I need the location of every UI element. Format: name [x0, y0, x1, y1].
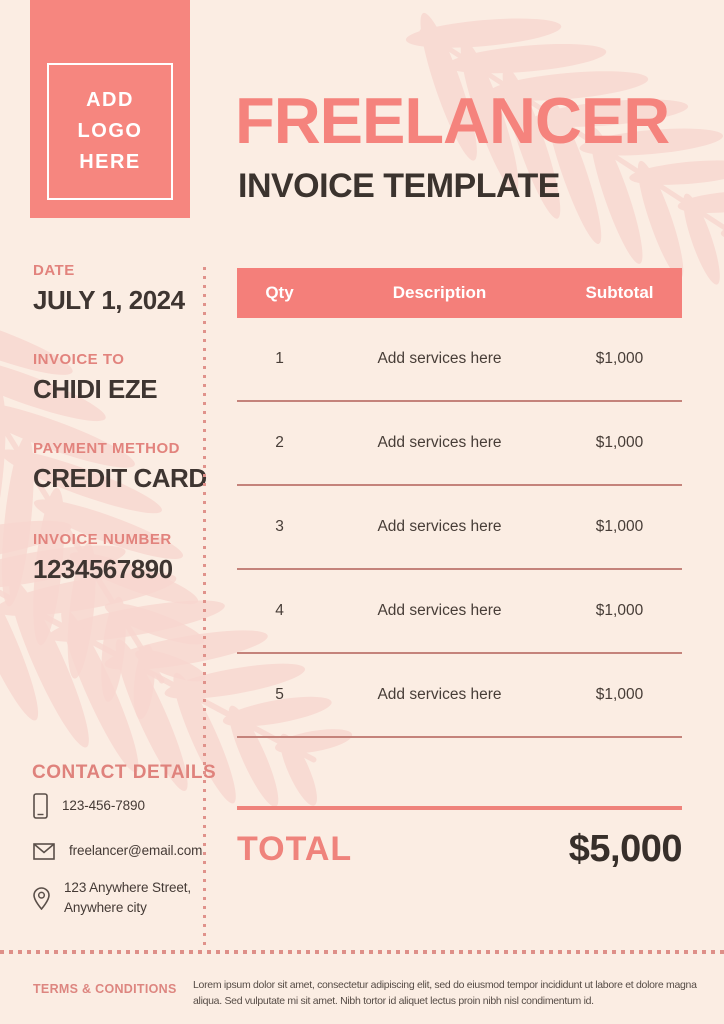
page-subtitle: INVOICE TEMPLATE	[238, 167, 560, 205]
invoice-number-field: INVOICE NUMBER 1234567890	[33, 531, 173, 585]
qty-cell: 1	[275, 350, 284, 367]
qty-cell: 2	[275, 434, 284, 451]
description-cell: Add services here	[377, 350, 502, 367]
logo-placeholder-text: ADD LOGO HERE	[77, 89, 143, 173]
qty-cell: 5	[275, 686, 284, 703]
subtotal-cell: $1,000	[595, 518, 644, 535]
description-cell: Add services here	[377, 434, 502, 451]
vertical-dotted-divider	[203, 267, 206, 949]
table-row: 3 Add services here $1,000	[237, 486, 682, 570]
invoice-number-value: 1234567890	[33, 554, 173, 584]
contact-email-row: freelancer@email.com	[33, 841, 202, 861]
email-address: freelancer@email.com	[69, 843, 203, 858]
table-header-row: Qty Description Subtotal	[237, 268, 682, 318]
invoice-table: Qty Description Subtotal 1 Add services …	[237, 268, 682, 738]
subtotal-column-header: Subtotal	[585, 283, 654, 302]
description-cell: Add services here	[377, 602, 502, 619]
total-label: TOTAL	[237, 830, 353, 868]
table-row: 5 Add services here $1,000	[237, 654, 682, 738]
payment-method-value: CREDIT CARD	[33, 463, 207, 493]
invoice-to-value: CHIDI EZE	[33, 374, 158, 404]
qty-column-header: Qty	[265, 283, 294, 302]
logo-border: ADD LOGO HERE	[47, 63, 173, 200]
payment-method-field: PAYMENT METHOD CREDIT CARD	[33, 440, 207, 494]
description-cell: Add services here	[377, 518, 502, 535]
table-row: 2 Add services here $1,000	[237, 402, 682, 486]
invoice-to-field: INVOICE TO CHIDI EZE	[33, 351, 158, 405]
total-divider-rule	[237, 806, 682, 810]
subtotal-cell: $1,000	[595, 434, 644, 451]
invoice-to-label: INVOICE TO	[33, 351, 125, 368]
table-row: 4 Add services here $1,000	[237, 570, 682, 654]
terms-and-conditions-label: TERMS & CONDITIONS	[33, 982, 177, 996]
horizontal-dotted-divider	[0, 950, 724, 954]
contact-phone-row: 123-456-7890	[33, 793, 145, 819]
total-row: TOTAL $5,000	[237, 828, 683, 871]
terms-and-conditions-text: Lorem ipsum dolor sit amet, consectetur …	[193, 979, 697, 1008]
date-value: JULY 1, 2024	[33, 285, 185, 315]
contact-address-row: 123 Anywhere Street, Anywhere city	[33, 878, 191, 919]
location-pin-icon	[33, 886, 50, 910]
subtotal-cell: $1,000	[595, 602, 644, 619]
qty-cell: 3	[275, 518, 284, 535]
page-title: FREELANCER	[235, 84, 670, 157]
date-field: DATE JULY 1, 2024	[33, 262, 185, 316]
phone-number: 123-456-7890	[62, 797, 145, 813]
street-address: 123 Anywhere Street, Anywhere city	[64, 880, 192, 916]
subtotal-cell: $1,000	[595, 686, 644, 703]
envelope-icon	[33, 842, 55, 860]
description-cell: Add services here	[377, 686, 502, 703]
total-value: $5,000	[568, 828, 683, 870]
qty-cell: 4	[275, 602, 284, 619]
date-label: DATE	[33, 262, 75, 279]
subtotal-cell: $1,000	[595, 350, 644, 367]
invoice-number-label: INVOICE NUMBER	[33, 531, 172, 548]
description-column-header: Description	[392, 283, 487, 302]
contact-details-heading: CONTACT DETAILS	[32, 762, 217, 783]
phone-icon	[33, 793, 48, 819]
add-logo-placeholder[interactable]: ADD LOGO HERE	[30, 0, 190, 218]
payment-method-label: PAYMENT METHOD	[33, 440, 181, 457]
table-row: 1 Add services here $1,000	[237, 318, 682, 402]
